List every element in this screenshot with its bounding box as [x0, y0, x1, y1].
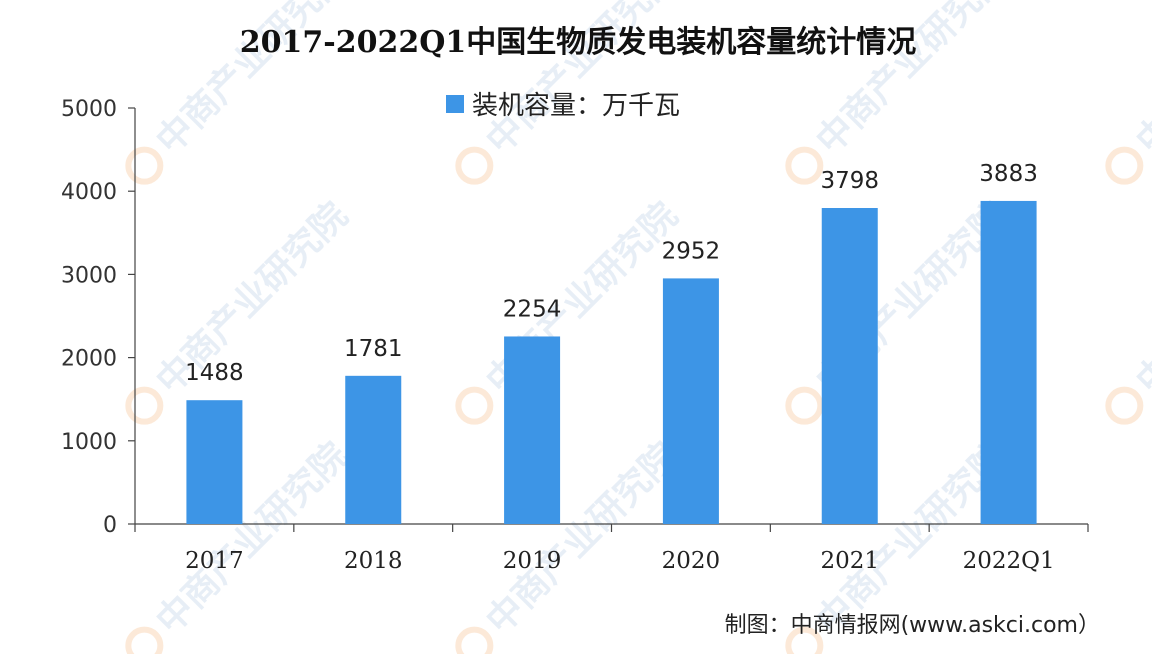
data-labels: 1488 1781 2254 2952 3798 3883	[185, 161, 1038, 386]
legend: 装机容量：万千瓦	[446, 91, 680, 121]
bars	[186, 200, 1037, 525]
legend-swatch	[446, 95, 464, 113]
y-axis: 0 1000 2000 3000 4000 5000	[61, 97, 136, 538]
watermark-text: 中商产业研究院	[1129, 0, 1152, 162]
bar	[345, 375, 402, 524]
askci-logo-icon	[125, 146, 164, 185]
bar	[821, 208, 878, 524]
data-label: 2952	[662, 238, 721, 264]
askci-logo-icon	[785, 626, 824, 654]
data-label: 3883	[979, 161, 1038, 187]
data-label: 3798	[820, 168, 879, 194]
askci-logo-icon	[125, 626, 164, 654]
y-tick-label: 4000	[61, 180, 117, 205]
watermark-text: 中商产业研究院	[149, 195, 356, 402]
y-tick-label: 1000	[61, 430, 117, 455]
x-tick-label: 2021	[820, 548, 879, 574]
bar	[186, 400, 243, 524]
data-label: 1781	[344, 336, 403, 362]
askci-logo-icon	[455, 386, 494, 425]
askci-logo-icon	[785, 386, 824, 425]
bar	[980, 200, 1037, 525]
watermark-tile: 中商产业研究院	[1105, 0, 1152, 185]
askci-logo-icon	[785, 146, 824, 185]
watermark-text: 中商产业研究院	[1129, 195, 1152, 402]
askci-logo-icon	[455, 626, 494, 654]
bar	[662, 278, 719, 524]
bar	[504, 336, 561, 524]
watermark-tile: 中商产业研究院	[455, 195, 686, 425]
watermark-tile: 中商产业研究院	[125, 195, 356, 425]
legend-label: 装机容量：万千瓦	[472, 91, 680, 121]
askci-logo-icon	[1105, 386, 1144, 425]
data-label: 2254	[503, 296, 562, 322]
watermark-text: 中商产业研究院	[149, 435, 356, 642]
askci-logo-icon	[125, 386, 164, 425]
watermark-tile: 中商产业研究院	[455, 435, 686, 654]
y-tick-label: 0	[103, 513, 117, 538]
y-tick-label: 2000	[61, 347, 117, 372]
data-label: 1488	[185, 360, 244, 386]
watermark-tile: 中商产业研究院	[785, 195, 1016, 425]
askci-logo-icon	[455, 146, 494, 185]
x-axis: 2017 2018 2019 2020 2021 2022Q1	[134, 523, 1089, 574]
source-note: 制图：中商情报网(www.askci.com）	[725, 613, 1100, 638]
x-tick-label: 2022Q1	[963, 548, 1055, 574]
y-tick-label: 3000	[61, 263, 117, 288]
watermark-tile: 中商产业研究院	[1105, 195, 1152, 425]
chart-title: 2017-2022Q1中国生物质发电装机容量统计情况	[240, 25, 916, 60]
x-tick-label: 2020	[662, 548, 721, 574]
x-tick-label: 2019	[503, 548, 562, 574]
x-tick-label: 2018	[344, 548, 403, 574]
x-tick-label: 2017	[185, 548, 244, 574]
askci-logo-icon	[1105, 146, 1144, 185]
y-tick-label: 5000	[61, 97, 117, 122]
